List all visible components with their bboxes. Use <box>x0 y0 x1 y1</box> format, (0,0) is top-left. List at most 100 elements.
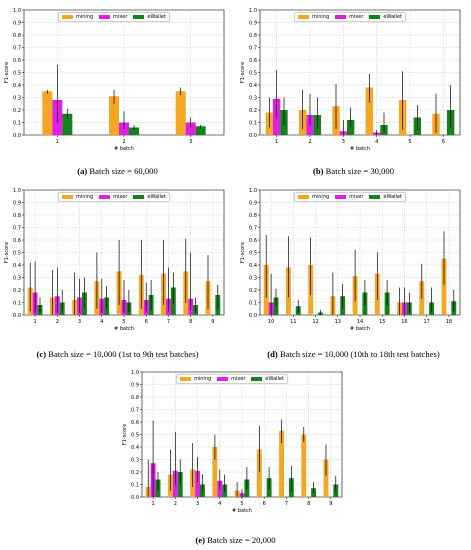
x-tick-label: 14 <box>357 319 363 325</box>
legend-label: mining <box>76 194 94 200</box>
y-tick-label: 1.0 <box>249 188 257 194</box>
y-tick-label: 0.0 <box>13 313 21 319</box>
y-tick-label: 0.5 <box>13 250 21 256</box>
legend-label: mixer <box>349 194 364 200</box>
legend-item-eWallet: eWallet <box>133 14 166 20</box>
legend-item-eWallet: eWallet <box>369 14 402 20</box>
y-tick-label: 0.0 <box>131 495 139 501</box>
y-tick-label: 0.6 <box>131 420 139 426</box>
x-tick-label: 16 <box>401 319 407 325</box>
x-tick-label: 1 <box>275 139 278 145</box>
chart-panel-b: 0.0 0.1 0.2 0.3 0.4 0.5 0.6 0.7 0.8 0.9 1.0 1 2 3 4 5 6 #… <box>236 0 471 170</box>
legend-item-mining: mining <box>62 194 93 200</box>
x-tick-label: 4 <box>218 501 221 507</box>
caption-c: (c) Batch size = 10,000 (1st to 9th test… <box>36 349 199 359</box>
y-tick-label: 0.7 <box>13 45 21 51</box>
bar-eWallet <box>195 126 206 135</box>
y-axis-label: F1-score <box>240 242 246 263</box>
y-tick-label: 1.0 <box>131 370 139 376</box>
y-tick-label: 0.8 <box>13 33 21 39</box>
y-tick-label: 0.2 <box>13 108 21 114</box>
x-tick-label: 7 <box>167 319 170 325</box>
y-tick-label: 0.8 <box>249 213 257 219</box>
x-axis-label: # batch <box>114 326 134 332</box>
legend: mining mixer eWallet <box>176 374 288 384</box>
x-tick-label: 13 <box>335 319 341 325</box>
legend-item-mixer: mixer <box>99 14 127 20</box>
x-tick-label: 1 <box>34 319 37 325</box>
x-tick-label: 3 <box>189 139 192 145</box>
y-tick-label: 0.6 <box>249 238 257 244</box>
y-tick-label: 0.9 <box>131 382 139 388</box>
x-tick-label: 6 <box>442 139 445 145</box>
legend-item-mining: mining <box>298 194 329 200</box>
legend-label: mining <box>194 376 212 382</box>
legend-swatch <box>133 15 145 19</box>
x-tick-label: 11 <box>290 319 296 325</box>
y-tick-label: 0.1 <box>249 120 257 126</box>
y-tick-label: 0.5 <box>249 250 257 256</box>
y-tick-label: 0.1 <box>131 482 139 488</box>
y-tick-label: 0.2 <box>249 108 257 114</box>
y-tick-label: 0.0 <box>249 133 257 139</box>
bar-mining <box>279 430 284 497</box>
legend-item-eWallet: eWallet <box>369 194 402 200</box>
legend: mining mixer eWallet <box>58 12 170 22</box>
chart-svg-b: 0.0 0.1 0.2 0.3 0.4 0.5 0.6 0.7 0.8 0.9 1.0 1 2 3 4 5 6 #… <box>240 8 461 152</box>
legend: mining mixer eWallet <box>294 192 406 202</box>
legend-label: eWallet <box>265 376 284 382</box>
y-axis-label: F1-score <box>240 62 246 83</box>
x-tick-label: 5 <box>408 139 411 145</box>
legend-label: mixer <box>113 14 128 20</box>
legend-swatch <box>217 377 229 381</box>
x-axis-label: # batch <box>350 326 370 332</box>
x-tick-label: 15 <box>379 319 385 325</box>
y-tick-label: 0.6 <box>13 238 21 244</box>
legend-swatch <box>99 15 111 19</box>
bar-eWallet <box>62 113 73 135</box>
x-tick-label: 2 <box>56 319 59 325</box>
y-tick-label: 0.3 <box>13 275 21 281</box>
legend-label: mixer <box>349 14 364 20</box>
x-tick-label: 8 <box>307 501 310 507</box>
legend-label: eWallet <box>147 14 166 20</box>
y-tick-label: 0.8 <box>13 213 21 219</box>
y-tick-label: 0.5 <box>13 70 21 76</box>
x-tick-label: 3 <box>196 501 199 507</box>
chart-panel-e: 0.0 0.1 0.2 0.3 0.4 0.5 0.6 0.7 0.8 0.9 1.0 1 2 3 4 5 6 7… <box>118 362 353 532</box>
caption-a: (a) Batch size = 60,000 <box>77 166 158 176</box>
legend-item-eWallet: eWallet <box>251 376 284 382</box>
legend: mining mixer eWallet <box>58 192 170 202</box>
x-tick-label: 8 <box>189 319 192 325</box>
chart-svg-a: 0.0 0.1 0.2 0.3 0.4 0.5 0.6 0.7 0.8 0.9 1.0 1 2 3 # ba… <box>4 8 225 152</box>
x-tick-label: 2 <box>308 139 311 145</box>
y-axis-label: F1-score <box>4 62 10 83</box>
y-tick-label: 0.4 <box>131 445 139 451</box>
legend-swatch <box>251 377 263 381</box>
caption-e: (e) Batch size = 20,000 <box>195 535 276 545</box>
y-tick-label: 0.8 <box>131 395 139 401</box>
legend-swatch <box>369 195 381 199</box>
y-tick-label: 0.1 <box>13 120 21 126</box>
y-tick-label: 0.7 <box>131 407 139 413</box>
y-tick-label: 0.8 <box>249 33 257 39</box>
y-tick-label: 0.5 <box>249 70 257 76</box>
bar-mining <box>441 258 447 315</box>
y-tick-label: 0.0 <box>13 133 21 139</box>
legend-swatch <box>99 195 111 199</box>
bar-mining <box>256 449 262 497</box>
y-tick-label: 0.1 <box>249 300 257 306</box>
legend-swatch <box>298 15 309 19</box>
legend-swatch <box>62 195 73 199</box>
y-axis-label: F1-score <box>122 424 128 445</box>
x-tick-label: 5 <box>122 319 125 325</box>
x-tick-label: 3 <box>78 319 81 325</box>
y-tick-label: 0.7 <box>249 45 257 51</box>
y-tick-label: 0.2 <box>249 288 257 294</box>
chart-svg-e: 0.0 0.1 0.2 0.3 0.4 0.5 0.6 0.7 0.8 0.9 1.0 1 2 3 4 5 6 7… <box>122 370 343 514</box>
y-tick-label: 0.2 <box>131 470 139 476</box>
legend-label: mixer <box>113 194 128 200</box>
y-tick-label: 0.3 <box>131 457 139 463</box>
x-tick-label: 1 <box>152 501 155 507</box>
legend-swatch <box>298 195 309 199</box>
